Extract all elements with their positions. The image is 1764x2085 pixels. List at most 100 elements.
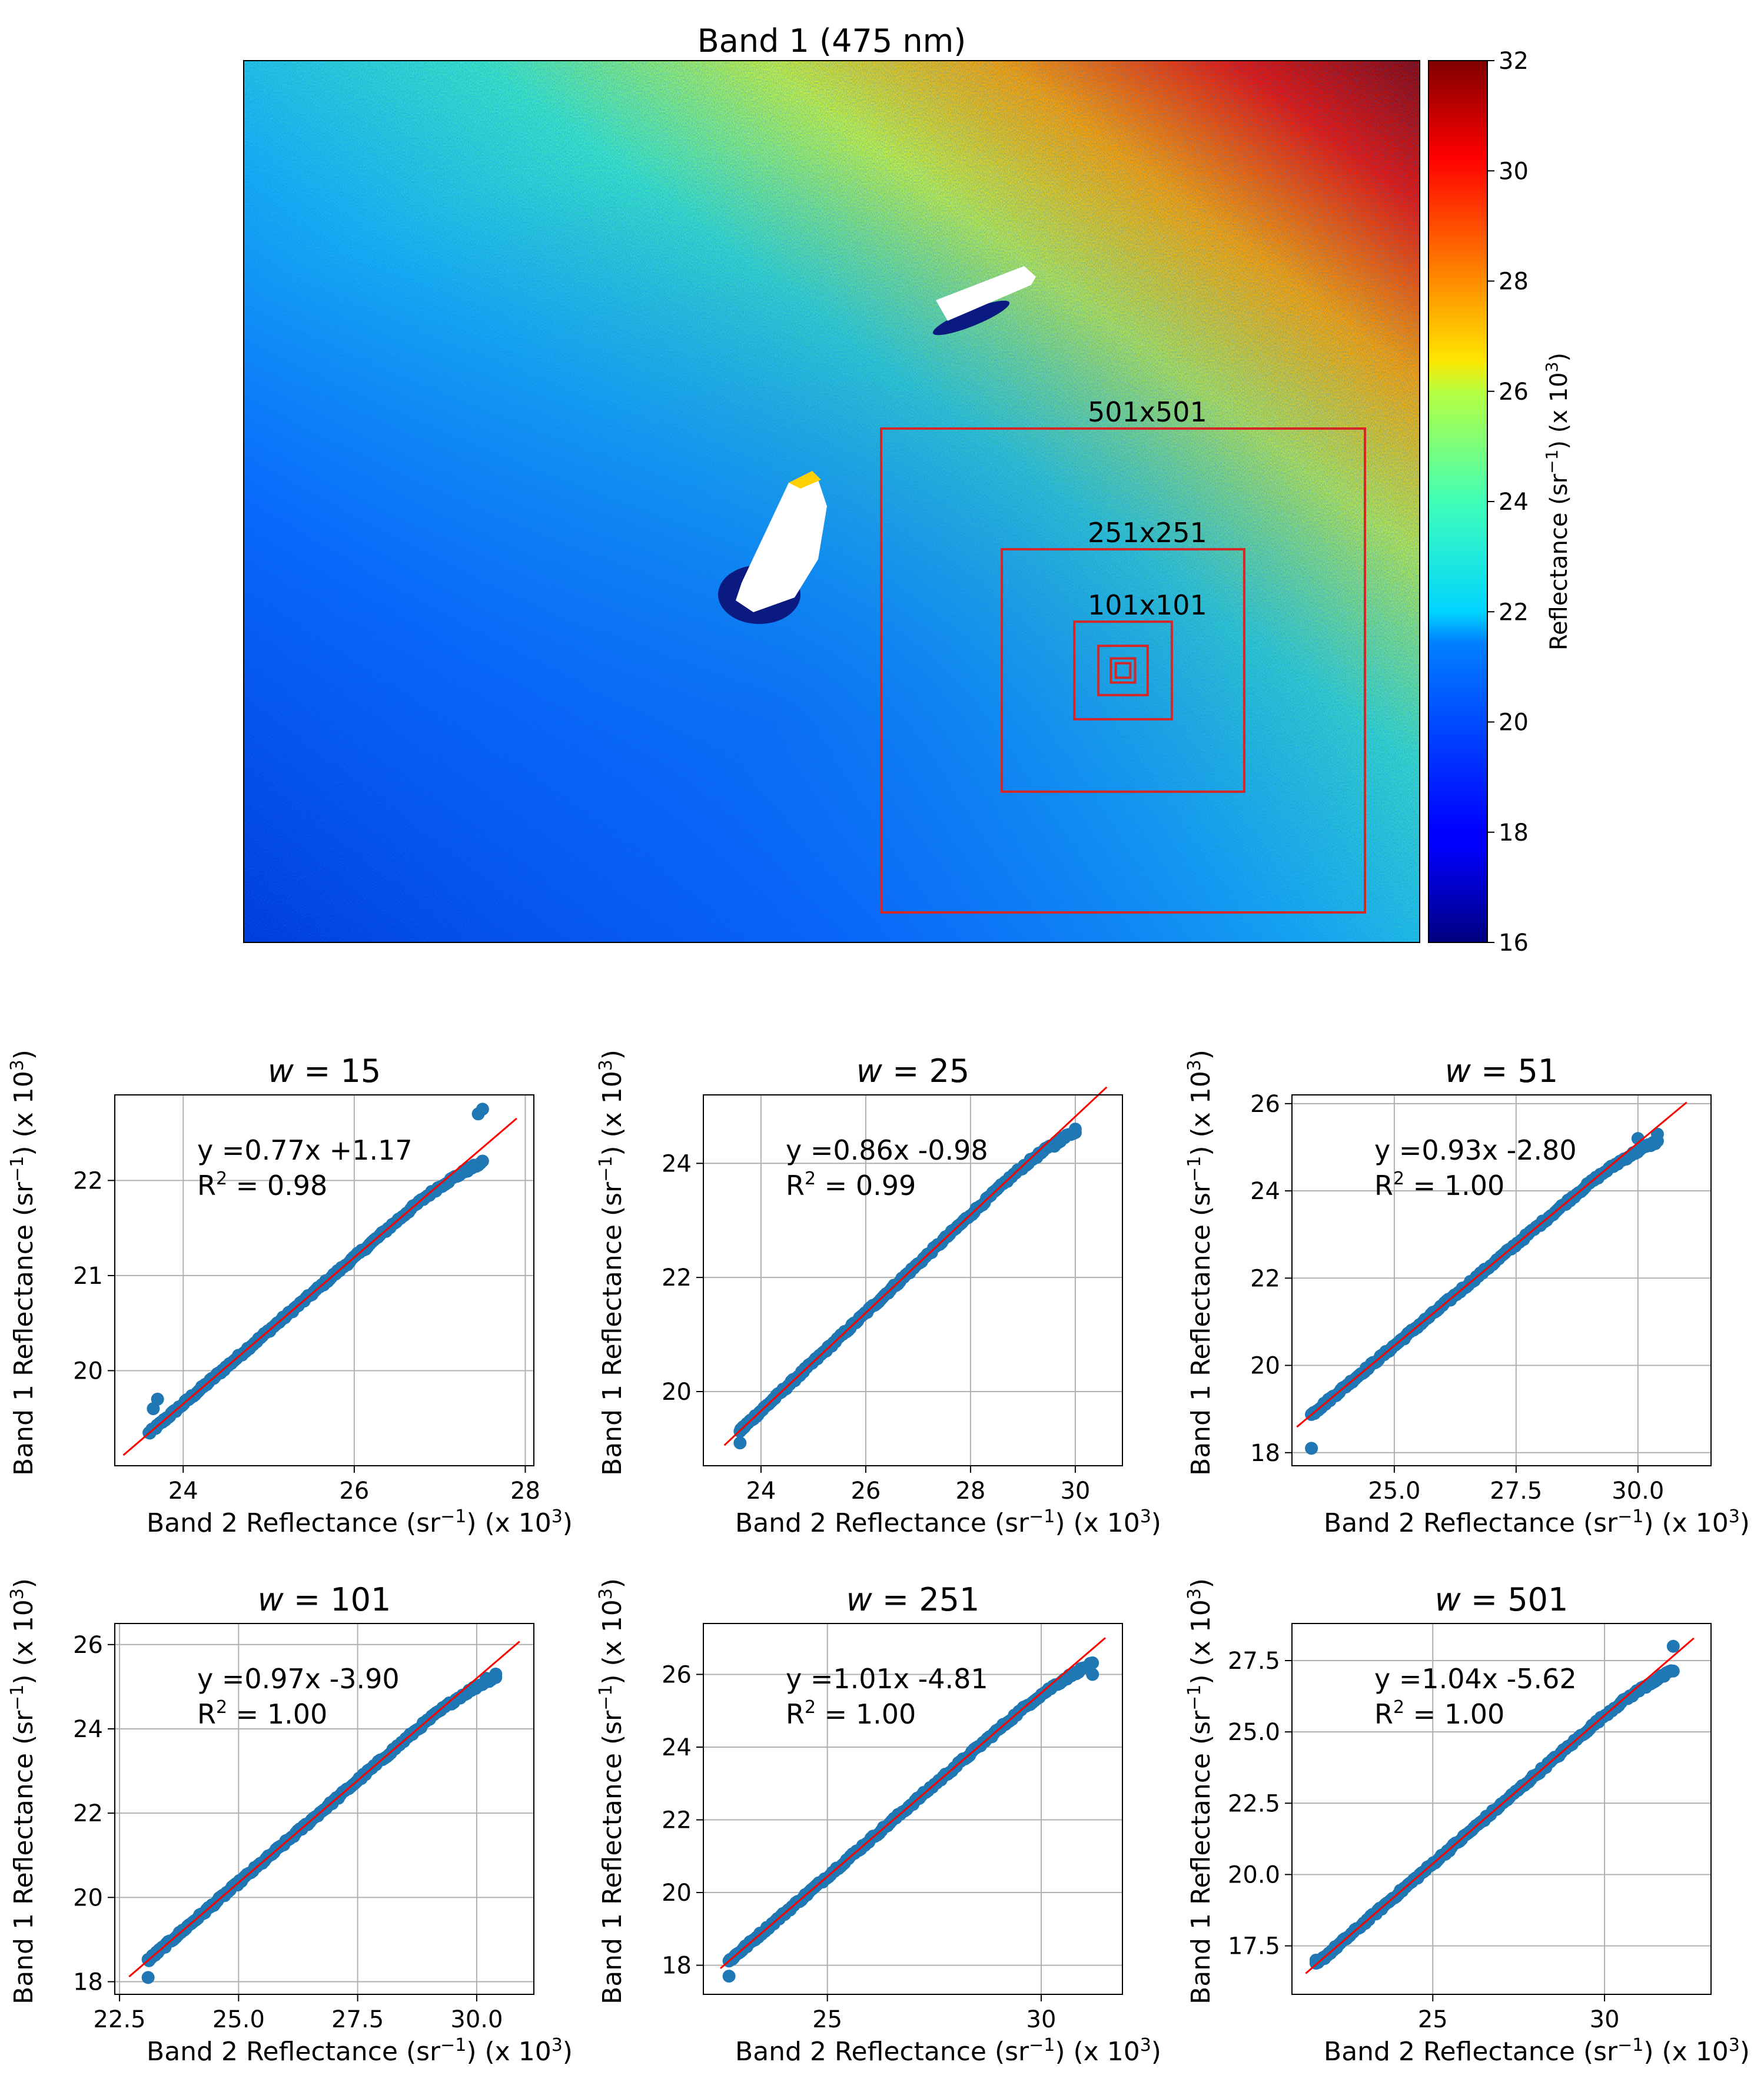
y-tick-label: 18 [662, 1953, 692, 1980]
data-point [489, 1667, 503, 1681]
colorbar-tick-label: 24 [1499, 489, 1529, 516]
y-tick-label: 20 [73, 1357, 103, 1385]
plot-frame [703, 1623, 1123, 1995]
x-tick-label: 27.5 [1490, 1478, 1542, 1505]
x-tick-label: 25 [812, 2006, 842, 2033]
ship-upper [932, 266, 1036, 336]
fit-line [128, 1641, 520, 1978]
data-point [151, 1392, 164, 1406]
colorbar-tick-label: 22 [1499, 599, 1529, 626]
window-box-label: 501x501 [1088, 396, 1207, 428]
panel-title: w = 251 [846, 1581, 980, 1618]
plot-frame [114, 1094, 534, 1466]
heatmap-panel: Band 1 (475 nm) 501x501 251x251 101x101 16… [243, 22, 1573, 957]
window-box-251 [1001, 548, 1245, 793]
plot-frame [1291, 1623, 1712, 1995]
y-axis-label: Band 1 Reflectance (sr−1) (x 103) [596, 1050, 627, 1476]
window-box-label: 101x101 [1088, 589, 1207, 621]
data-point [141, 1971, 155, 1984]
colorbar: 16 18 20 22 24 26 28 30 32 Reflectance (sr−1) (x… [1428, 48, 1573, 957]
x-tick-label: 30.0 [450, 2006, 503, 2033]
panel-title: w = 101 [258, 1581, 391, 1618]
window-box-501 [880, 427, 1366, 914]
y-tick-label: 25.0 [1228, 1719, 1280, 1746]
x-tick-label: 30 [1060, 1478, 1090, 1505]
y-tick-label: 24 [1250, 1178, 1280, 1205]
colorbar-tick-label: 18 [1499, 819, 1529, 846]
window-box-51 [1097, 645, 1149, 696]
panel-title: w = 51 [1445, 1053, 1558, 1090]
x-tick-label: 27.5 [331, 2006, 384, 2033]
data-point [733, 1436, 747, 1450]
plot-frame [1291, 1094, 1712, 1466]
colorbar-tick-label: 32 [1499, 48, 1529, 75]
x-tick-label: 26 [851, 1478, 881, 1505]
data-point [1086, 1668, 1099, 1681]
scatter-panel-w501: 25 30 17.5 20.0 22.5 25.0 27.5 y =1.04x -5.62R2… [1184, 1578, 1750, 2067]
y-tick-label: 18 [73, 1969, 103, 1996]
x-axis-label: Band 2 Reflectance (sr−1) (x 103) [1324, 2035, 1750, 2067]
panel-title: w = 15 [268, 1053, 381, 1090]
fit-equation: y =0.93x -2.80 [1374, 1134, 1577, 1166]
y-axis-label: Band 1 Reflectance (sr−1) (x 103) [1184, 1578, 1216, 2004]
data-point [1068, 1123, 1082, 1136]
y-axis-label: Band 1 Reflectance (sr−1) (x 103) [596, 1578, 627, 2004]
y-tick-label: 22.5 [1228, 1790, 1280, 1817]
data-point [1309, 1953, 1323, 1967]
y-tick-label: 26 [73, 1632, 103, 1659]
x-axis-label: Band 2 Reflectance (sr−1) (x 103) [147, 1506, 573, 1538]
plot-frame [114, 1623, 534, 1995]
fit-equation: y =0.77x +1.17 [197, 1134, 413, 1166]
panel-title: w = 501 [1435, 1581, 1569, 1618]
y-tick-label: 24 [662, 1734, 692, 1761]
x-tick-label: 28 [955, 1478, 985, 1505]
window-box-101 [1073, 620, 1173, 721]
x-tick-label: 30.0 [1612, 1478, 1664, 1505]
y-tick-label: 22 [1250, 1265, 1280, 1292]
y-axis-label: Band 1 Reflectance (sr−1) (x 103) [7, 1050, 39, 1476]
data-point [1650, 1127, 1664, 1141]
window-box-label: 251x251 [1088, 517, 1207, 549]
data-point [722, 1970, 736, 1983]
r-squared: R2 = 1.00 [1374, 1168, 1504, 1201]
data-point [476, 1103, 489, 1116]
y-axis-label: Band 1 Reflectance (sr−1) (x 103) [7, 1578, 39, 2004]
y-tick-label: 20 [662, 1379, 692, 1406]
x-tick-label: 25.0 [212, 2006, 265, 2033]
r-squared: R2 = 1.00 [1374, 1697, 1504, 1730]
y-tick-label: 22 [73, 1167, 103, 1194]
y-axis-label: Band 1 Reflectance (sr−1) (x 103) [1184, 1050, 1216, 1476]
y-tick-label: 18 [1250, 1440, 1280, 1467]
colorbar-tick-label: 20 [1499, 709, 1529, 736]
y-tick-label: 20 [662, 1880, 692, 1907]
fit-line [122, 1117, 517, 1456]
x-tick-label: 24 [746, 1478, 776, 1505]
data-point [476, 1154, 489, 1168]
y-tick-label: 21 [73, 1263, 103, 1290]
fit-equation: y =0.86x -0.98 [786, 1134, 988, 1166]
y-tick-label: 17.5 [1228, 1933, 1280, 1960]
y-tick-label: 22 [73, 1800, 103, 1827]
x-tick-label: 25 [1418, 2006, 1448, 2033]
fit-equation: y =0.97x -3.90 [197, 1663, 400, 1695]
x-tick-label: 24 [168, 1478, 198, 1505]
y-tick-label: 20 [73, 1884, 103, 1911]
x-tick-label: 30 [1590, 2006, 1620, 2033]
panel-title: w = 25 [856, 1053, 969, 1090]
data-point [1631, 1132, 1645, 1146]
data-point [1666, 1639, 1680, 1653]
y-tick-label: 20 [1250, 1353, 1280, 1380]
colorbar-label: Reflectance (sr−1) (x 103) [1542, 353, 1573, 650]
data-point [1305, 1442, 1318, 1455]
fit-line [723, 1086, 1108, 1446]
y-tick-label: 27.5 [1228, 1648, 1280, 1675]
r-squared: R2 = 0.98 [197, 1168, 327, 1201]
fit-equation: y =1.01x -4.81 [786, 1663, 988, 1695]
y-tick-label: 22 [662, 1264, 692, 1291]
data-point [1666, 1664, 1680, 1678]
x-axis-label: Band 2 Reflectance (sr−1) (x 103) [735, 2035, 1161, 2067]
colorbar-tick-label: 30 [1499, 158, 1529, 185]
